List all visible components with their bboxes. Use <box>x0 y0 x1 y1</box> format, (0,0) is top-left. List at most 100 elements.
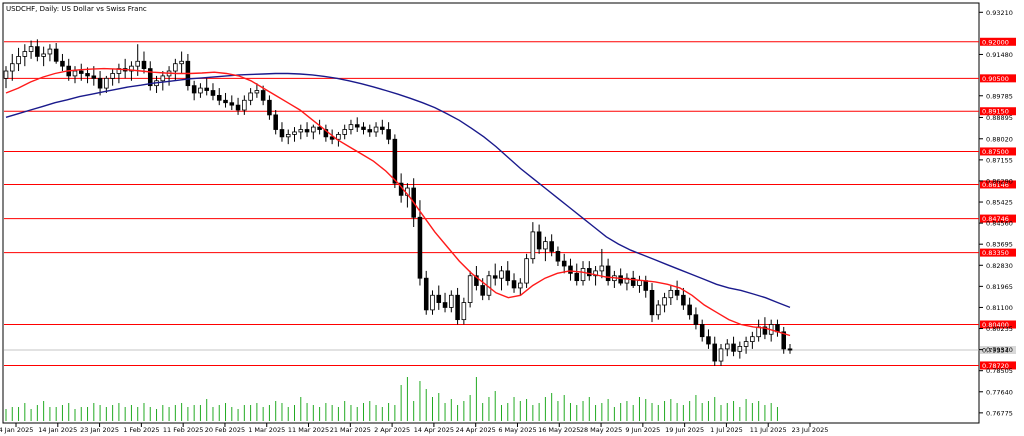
candle-body <box>787 348 793 351</box>
x-tick-label: 1 Mar 2025 <box>248 426 285 434</box>
candle-body <box>60 60 65 67</box>
candle-body <box>204 87 209 91</box>
x-tick-label: 16 May 2025 <box>538 426 580 434</box>
candle-body <box>223 99 228 104</box>
level-label-2: 0.89150 <box>982 108 1009 116</box>
current-price-label: 0.79354 <box>982 347 1009 355</box>
candle-body <box>461 302 467 321</box>
candle-body <box>160 75 166 82</box>
candle-body <box>605 265 611 282</box>
current-price-tag <box>980 346 1016 355</box>
candle-body <box>392 138 398 184</box>
candle-body <box>750 336 755 342</box>
candle-body <box>693 314 699 325</box>
candle-body <box>336 133 341 140</box>
candle-body <box>229 102 235 106</box>
y-tick-label: 0.84560 <box>986 220 1013 228</box>
candle-body <box>380 126 385 130</box>
candle-body <box>78 70 84 74</box>
x-tick-label: 23 Jul 2025 <box>792 426 829 434</box>
level-label-3: 0.87500 <box>982 148 1009 156</box>
candle-body <box>147 68 153 87</box>
candle-body <box>279 129 285 138</box>
candle-body <box>348 124 354 130</box>
support-resistance-levels: 0.92000 0.90500 0.89150 0.87500 0.86146 0.847… <box>4 37 1016 370</box>
candle-body <box>618 275 623 284</box>
x-tick-label: 4 Jan 2025 <box>0 426 33 434</box>
candle-body <box>386 129 391 140</box>
candle-body <box>637 280 642 286</box>
candle-body <box>511 280 517 289</box>
candle-body <box>599 265 605 272</box>
candle-body <box>242 99 247 111</box>
candle-body <box>91 75 97 79</box>
candle-body <box>436 294 442 303</box>
y-tick-label: 0.81965 <box>986 283 1013 291</box>
candle-body <box>662 297 667 306</box>
x-tick-label: 14 Jan 2025 <box>38 426 77 434</box>
time-axis: 4 Jan 2025 14 Jan 2025 23 Jan 2025 1 Feb 20… <box>0 423 828 434</box>
candle-body <box>549 241 554 252</box>
x-tick-label: 20 Feb 2025 <box>205 426 245 434</box>
level-tag-4 <box>980 180 1016 189</box>
candle-body <box>762 326 768 335</box>
candle-body <box>72 70 78 77</box>
level-tag-3 <box>980 147 1016 156</box>
level-label-7: 0.80400 <box>982 321 1009 329</box>
ma-slow-line <box>5 72 791 309</box>
candle-body <box>699 324 705 338</box>
y-tick-label: 0.78505 <box>986 367 1013 375</box>
candle-body <box>304 129 310 133</box>
candle-body <box>630 277 636 286</box>
y-tick-label: 0.81100 <box>986 304 1013 312</box>
candle-body <box>480 285 485 296</box>
candle-body <box>179 60 184 65</box>
candle-body <box>367 129 373 133</box>
y-tick-label: 0.88895 <box>986 114 1013 122</box>
y-tick-label: 0.80235 <box>986 325 1013 333</box>
y-tick-label: 0.87155 <box>986 156 1013 164</box>
moving-averages <box>5 67 791 337</box>
candle-body <box>317 126 322 130</box>
candle-body <box>28 46 34 52</box>
candle-body <box>430 294 435 311</box>
candle-body <box>129 65 134 72</box>
level-tag-2 <box>980 107 1016 116</box>
candle-body <box>85 73 90 77</box>
candle-body <box>724 343 730 350</box>
candle-body <box>467 275 473 303</box>
candle-body <box>536 231 542 250</box>
candle-body <box>593 270 598 277</box>
chart-title: USDCHF, Daily: US Dollar vs Swiss Franc <box>6 5 147 13</box>
level-tag-6 <box>980 248 1016 257</box>
ma-fast-line <box>5 67 791 337</box>
candle-body <box>423 277 429 311</box>
candle-body <box>273 114 278 130</box>
level-label-0: 0.92000 <box>982 38 1009 46</box>
candle-body <box>16 56 21 65</box>
candle-body <box>260 90 266 101</box>
candle-body <box>354 124 360 128</box>
volume-bars <box>5 377 778 421</box>
candle-body <box>743 341 749 347</box>
candle-body <box>198 87 203 94</box>
candle-body <box>248 92 253 101</box>
candle-body <box>449 294 454 308</box>
candle-body <box>781 331 787 350</box>
candle-body <box>505 270 511 282</box>
x-tick-label: 21 Mar 2025 <box>330 426 371 434</box>
candle-body <box>574 272 580 282</box>
y-tick-label: 0.93210 <box>986 9 1013 17</box>
candle-body <box>141 60 147 69</box>
candle-body <box>543 241 548 250</box>
candle-body <box>235 104 241 111</box>
candle-body <box>712 343 718 362</box>
candle-body <box>656 304 661 316</box>
candle-body <box>267 99 272 116</box>
candle-body <box>9 63 15 72</box>
candle-body <box>499 270 504 279</box>
candle-body <box>580 268 586 282</box>
y-tick-label: 0.88020 <box>986 135 1013 143</box>
candle-body <box>681 294 686 306</box>
y-tick-label: 0.77640 <box>986 388 1013 396</box>
